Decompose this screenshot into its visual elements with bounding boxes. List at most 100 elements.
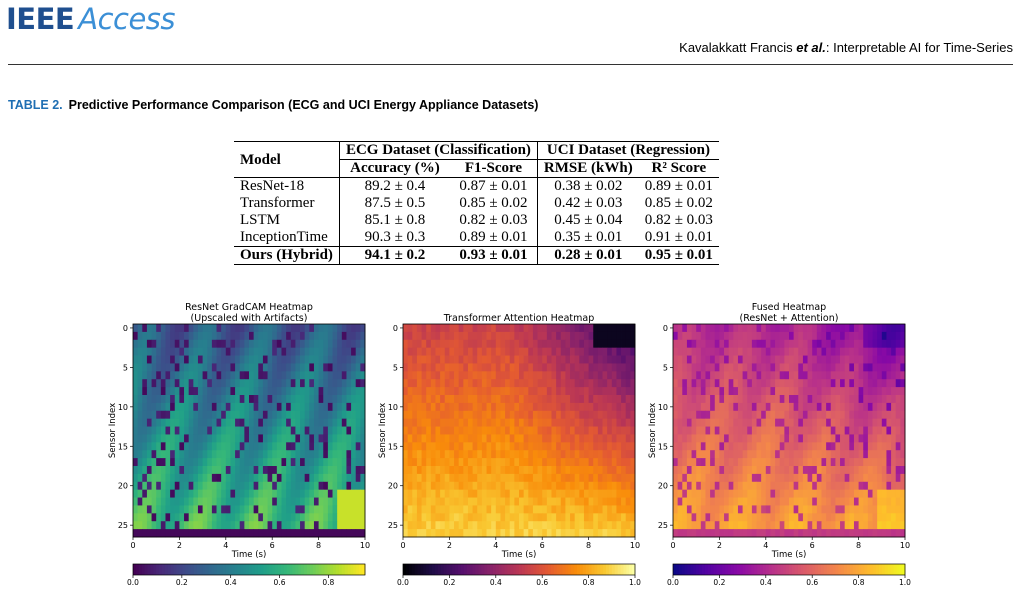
heatmap-cell [830, 458, 836, 467]
heatmap-cell [798, 450, 804, 459]
heatmap-cell [528, 434, 534, 443]
heatmap-cell [770, 505, 776, 514]
heatmap-cell [258, 418, 264, 427]
heatmap-cell [556, 331, 562, 341]
heatmap-cell [407, 466, 413, 475]
heatmap-cell [160, 363, 166, 372]
heatmap-cell [495, 489, 501, 498]
heatmap-cell [281, 521, 287, 530]
heatmap-cell [426, 363, 432, 372]
heatmap-cell [625, 466, 631, 475]
heatmap-cell [500, 371, 506, 380]
heatmap-cell [239, 339, 245, 349]
cell-rmse: 0.42 ± 0.03 [554, 195, 623, 211]
heatmap-cell [351, 395, 357, 404]
heatmap-cell [472, 395, 478, 404]
heatmap-cell [514, 450, 520, 459]
heatmap-cell [877, 426, 883, 435]
heatmap-cell [230, 324, 236, 333]
heatmap-cell [304, 489, 310, 498]
heatmap-cell [477, 426, 483, 435]
heatmap-cell [239, 347, 245, 356]
heatmap-cell [682, 418, 688, 427]
heatmap-cell [309, 434, 315, 443]
heatmap-cell [682, 450, 688, 459]
heatmap-cell [747, 489, 753, 498]
heatmap-cell [360, 331, 366, 341]
heatmap-cell [272, 481, 278, 491]
heatmap-cell [360, 505, 366, 514]
heatmap-cell [895, 497, 901, 506]
heatmap-cell [444, 339, 450, 349]
heatmap-cell [900, 355, 906, 364]
heatmap-cell [849, 395, 855, 404]
heatmap-cell [412, 331, 418, 341]
heatmap-cell [621, 466, 627, 475]
heatmap-cell [337, 355, 343, 364]
heatmap-cell [486, 363, 492, 372]
heatmap-cell [673, 434, 679, 443]
heatmap-cell [891, 371, 897, 380]
heatmap-cell [151, 387, 157, 396]
heatmap-cell [239, 395, 245, 404]
heatmap-cell [616, 458, 622, 467]
heatmap-cell [895, 473, 901, 483]
heatmap-cell [467, 418, 473, 427]
heatmap-cell [798, 442, 804, 451]
heatmap-cell [532, 331, 538, 341]
heatmap-cell [728, 521, 734, 530]
heatmap-cell [327, 395, 333, 404]
heatmap-cell [267, 505, 273, 514]
heatmap-cell [742, 497, 748, 506]
heatmap-cell [258, 481, 264, 491]
heatmap-cell [625, 347, 631, 356]
heatmap-cell [542, 513, 548, 522]
heatmap-cell [891, 489, 897, 498]
heatmap-cell [900, 347, 906, 356]
heatmap-cell [491, 410, 497, 420]
heatmap-cell [682, 347, 688, 356]
heatmap-cell [830, 339, 836, 349]
heatmap-cell [789, 418, 795, 427]
heatmap-cell [463, 450, 469, 459]
heatmap-cell [486, 371, 492, 380]
heatmap-cell [747, 481, 753, 491]
heatmap-cell [426, 371, 432, 380]
heatmap-cell [714, 529, 720, 538]
heatmap-cell [789, 324, 795, 333]
heatmap-cell [412, 426, 418, 435]
heatmap-cell [756, 434, 762, 443]
heatmap-cell [556, 505, 562, 514]
heatmap-cell [170, 529, 176, 538]
heatmap-cell [593, 402, 599, 412]
heatmap-cell [337, 442, 343, 451]
heatmap-cell [812, 347, 818, 356]
heatmap-cell [146, 434, 152, 443]
heatmap-cell [542, 426, 548, 435]
heatmap-cell [202, 458, 208, 467]
heatmap-cell [197, 418, 203, 427]
heatmap-cell [519, 363, 525, 372]
heatmap-cell [300, 355, 306, 364]
heatmap-cell [583, 395, 589, 404]
heatmap-cell [700, 402, 706, 412]
heatmap-cell [174, 529, 180, 538]
heatmap-cell [216, 402, 222, 412]
heatmap-cell [403, 513, 409, 522]
heatmap-cell [849, 473, 855, 483]
heatmap-cell [593, 481, 599, 491]
heatmap-cell [867, 426, 873, 435]
heatmap-cell [789, 450, 795, 459]
heatmap-cell [863, 442, 869, 451]
heatmap-cell [133, 402, 139, 412]
heatmap-cell [421, 410, 427, 420]
heatmap-cell [440, 387, 446, 396]
heatmap-cell [630, 363, 636, 372]
heatmap-cell [207, 481, 213, 491]
heatmap-cell [607, 355, 613, 364]
heatmap-cell [286, 489, 292, 498]
heatmap-cell [602, 529, 608, 538]
heatmap-cell [435, 481, 441, 491]
heatmap-cell [249, 434, 255, 443]
heatmap-cell [142, 402, 148, 412]
